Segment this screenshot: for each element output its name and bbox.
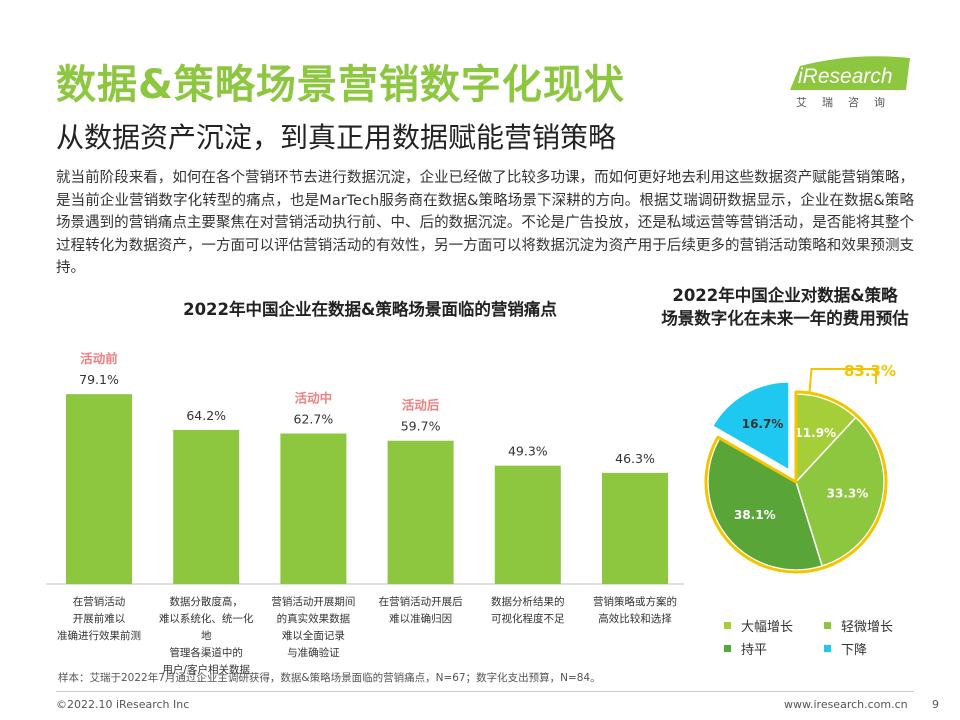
logo-text: iResearch [798, 65, 893, 88]
pie-highlight-outline [704, 390, 888, 574]
pie-chart-title: 2022年中国企业对数据&策略 场景数字化在未来一年的费用预估 [640, 284, 930, 330]
bar-category-label-3-line-4: 与准确验证 [287, 647, 340, 659]
bar-category-label-1-line-2: 开展前难以 [72, 613, 126, 625]
bar-4 [387, 440, 454, 584]
footer-website: www.iresearch.com.cn [784, 698, 908, 711]
bar-category-label-6-line-2: 高效比较和选择 [598, 613, 672, 625]
pie-slice-label-下降: 16.7% [742, 417, 784, 431]
pie-title-line-1: 2022年中国企业对数据&策略 [672, 286, 898, 305]
legend-swatch [724, 622, 731, 629]
bar-category-label-2: 数据分散度高， 难以系统化、统一化地管理各渠道中的 用户/客户相关数据 [158, 594, 254, 679]
bar-phase-annotation-1: 活动前 [80, 351, 118, 366]
pie-slice-下降 [711, 381, 790, 472]
legend-item-轻微增长: 轻微增长 [824, 616, 893, 635]
bar-value-label-6: 46.3% [615, 451, 655, 466]
bar-category-label-2-line-3: 管理各渠道中的 [169, 647, 243, 659]
pie-slice-持平 [707, 437, 824, 571]
pie-slice-label-持平: 38.1% [734, 508, 776, 522]
legend-item-大幅增长: 大幅增长 [724, 616, 793, 635]
bar-2 [173, 429, 240, 584]
bar-value-label-4: 59.7% [401, 419, 441, 434]
bar-category-label-6: 营销策略或方案的 高效比较和选择 [587, 594, 683, 628]
bar-category-label-2-line-4: 用户/客户相关数据 [162, 664, 250, 676]
legend-item-下降: 下降 [824, 639, 867, 658]
pie-highlight-total: 83.3% [844, 362, 896, 380]
bar-category-label-2-line-2: 难以系统化、统一化地 [158, 613, 254, 642]
bar-category-label-3-line-2: 的真实效果数据 [276, 613, 351, 625]
bar-6 [602, 472, 668, 584]
bar-category-label-4-line-1: 在营销活动开展后 [378, 596, 463, 608]
bar-chart-title: 2022年中国企业在数据&策略场景面临的营销痛点 [183, 300, 557, 319]
bar-phase-annotation-4: 活动后 [402, 398, 440, 413]
pie-slice-轻微增长 [795, 416, 885, 567]
logo-swoosh-shape [790, 56, 910, 90]
legend-label: 下降 [841, 643, 868, 658]
legend-label: 大幅增长 [741, 620, 794, 635]
legend-item-持平: 持平 [724, 639, 767, 658]
bar-category-label-2-line-1: 数据分散度高， [169, 596, 243, 608]
bar-value-label-3: 62.7% [294, 412, 334, 427]
pie-slice-label-轻微增长: 33.3% [827, 487, 869, 501]
legend-swatch [824, 645, 831, 652]
bar-category-label-1: 在营销活动开展前难以准确进行效果前测 [51, 594, 147, 645]
bar-category-label-1-line-1: 在营销活动 [72, 596, 126, 608]
footer-divider [56, 691, 914, 692]
bar-category-label-5-line-2: 可视化程度不足 [491, 613, 565, 625]
pie-highlight-callout-line [808, 368, 877, 394]
page-number: 9 [932, 698, 939, 711]
bar-3 [280, 433, 347, 584]
bar-category-label-3: 营销活动开展期间 的真实效果数据 难以全面记录 与准确验证 [265, 594, 361, 662]
pie-chart: 16.7% 11.9% 33.3% 38.1% 83.3% [704, 362, 896, 574]
bar-category-label-6-line-1: 营销策略或方案的 [593, 596, 677, 608]
bar-value-label-1: 79.1% [79, 372, 119, 387]
bar-category-label-1-line-3: 准确进行效果前测 [57, 630, 141, 642]
iresearch-logo: iResearch [790, 56, 910, 90]
legend-label: 轻微增长 [841, 620, 894, 635]
page-subtitle: 从数据资产沉淀，到真正用数据赋能营销策略 [56, 121, 617, 154]
bar-value-label-2: 64.2% [186, 408, 226, 423]
intro-paragraph: 就当前阶段来看，如何在各个营销环节去进行数据沉淀，企业已经做了比较多功课，而如何… [56, 170, 914, 276]
bar-category-label-4-line-2: 难以准确归因 [389, 613, 453, 625]
bar-category-label-4: 在营销活动开展后 难以准确归因 [373, 594, 469, 628]
legend-swatch [724, 645, 731, 652]
bar-5 [494, 465, 561, 584]
logo-cn-text: 艾瑞咨询 [796, 96, 900, 109]
legend-swatch [824, 622, 831, 629]
pie-slice-label-大幅增长: 11.9% [794, 426, 836, 440]
sample-note: 样本：艾瑞于2022年7月通过企业主调研获得，数据&策略场景面临的营销痛点，N=… [58, 672, 601, 684]
footer-copyright: ©2022.10 iResearch Inc [56, 698, 190, 711]
bar-1 [66, 394, 132, 584]
bar-category-label-3-line-3: 难以全面记录 [281, 630, 345, 642]
bar-category-label-5: 数据分析结果的 可视化程度不足 [480, 594, 576, 628]
bar-phase-annotation-3: 活动中 [295, 391, 333, 406]
bar-value-label-5: 49.3% [508, 444, 548, 459]
bar-category-label-3-line-1: 营销活动开展期间 [271, 596, 356, 608]
bar-category-label-5-line-1: 数据分析结果的 [491, 596, 565, 608]
legend-label: 持平 [741, 643, 768, 658]
pie-title-line-2: 场景数字化在未来一年的费用预估 [661, 309, 909, 328]
page-title: 数据&策略场景营销数字化现状 [56, 62, 625, 108]
